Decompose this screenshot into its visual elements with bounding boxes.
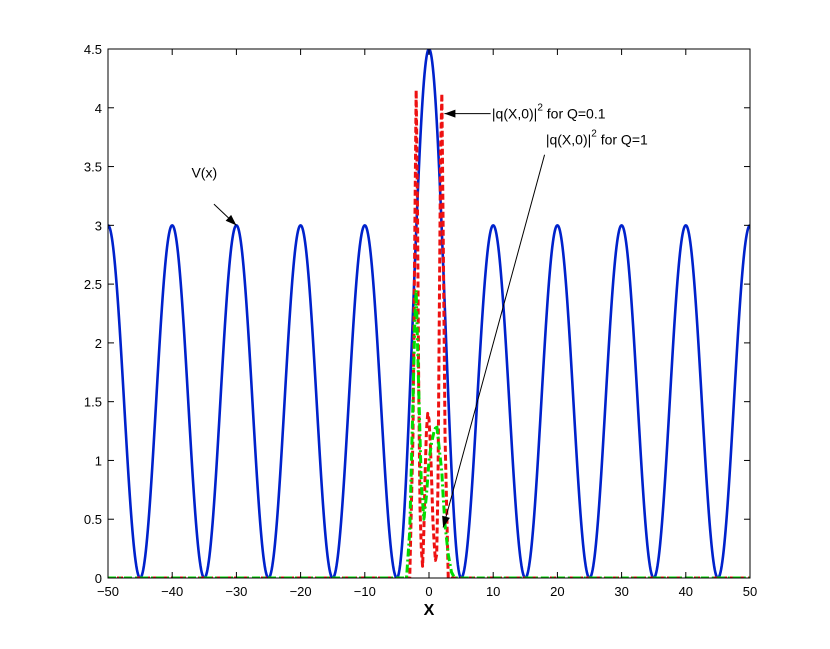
annotation-suffix: for Q=1 xyxy=(597,132,648,148)
series-line-v xyxy=(108,49,750,578)
annotation-main-text: V(x) xyxy=(191,164,217,180)
x-tick-label: 30 xyxy=(614,584,628,599)
x-tick-label: 10 xyxy=(486,584,500,599)
plot-area xyxy=(108,49,750,578)
annotation-arrow-line xyxy=(442,154,546,528)
x-tick-label: −20 xyxy=(290,584,312,599)
annotation-superscript: 2 xyxy=(591,129,597,140)
x-tick-label: 0 xyxy=(425,584,432,599)
annotation-main-text: |q(X,0)| xyxy=(546,132,591,148)
y-tick-label: 1 xyxy=(95,453,102,468)
y-tick-label: 2 xyxy=(95,336,102,351)
ticks-layer: −50 −40 −30 −20 −10 0 10 20 30 40 50 0 0.5 1 1.5 2 2.5 3 3… xyxy=(84,42,757,599)
y-tick-label: 4.5 xyxy=(84,42,102,57)
x-tick-label: −40 xyxy=(161,584,183,599)
x-tick-label: −50 xyxy=(97,584,119,599)
annotation-layer: V(x)|q(X,0)|2 for Q=0.1|q(X,0)|2 for Q=1 xyxy=(191,103,648,528)
annotation-text-q01: |q(X,0)|2 for Q=0.1 xyxy=(492,103,606,122)
y-tick-label: 0.5 xyxy=(84,512,102,527)
axes-frame xyxy=(107,48,751,579)
annotation-arrowhead xyxy=(442,515,450,528)
y-tick-label: 4 xyxy=(95,101,102,116)
y-tick-label: 2.5 xyxy=(84,277,102,292)
x-tick-label: −30 xyxy=(225,584,247,599)
x-tick-label: 20 xyxy=(550,584,564,599)
x-tick-label: 40 xyxy=(679,584,693,599)
series-layer xyxy=(108,49,750,578)
y-tick-label: 0 xyxy=(95,571,102,586)
y-tick-label: 3.5 xyxy=(84,160,102,175)
y-tick-label: 1.5 xyxy=(84,395,102,410)
x-axis-title: X xyxy=(424,602,435,619)
annotation-main-text: |q(X,0)| xyxy=(492,106,537,122)
annotation-superscript: 2 xyxy=(537,103,543,114)
series-line-q01 xyxy=(108,88,750,578)
y-tick-label: 3 xyxy=(95,218,102,233)
annotation-arrowhead xyxy=(444,109,456,118)
annotation-text-q1: |q(X,0)|2 for Q=1 xyxy=(546,129,648,148)
annotation-text-v: V(x) xyxy=(191,164,217,180)
annotation-arrowhead xyxy=(225,214,237,226)
annotation-suffix: for Q=0.1 xyxy=(543,106,606,122)
x-tick-label: 50 xyxy=(743,584,757,599)
x-tick-label: −10 xyxy=(354,584,376,599)
series-line-q1 xyxy=(108,288,750,578)
